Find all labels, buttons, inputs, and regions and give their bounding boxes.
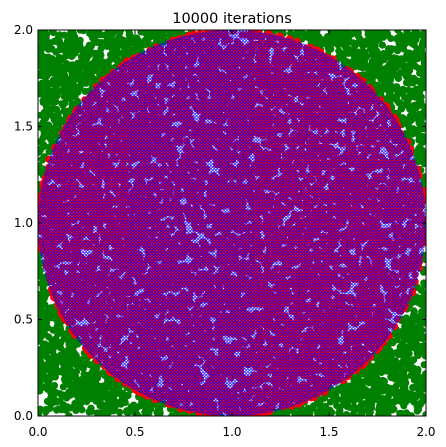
x-tick-label: 0.0 [28,425,47,439]
x-tick-label: 1.5 [319,425,338,439]
y-tick-label: 1.5 [14,120,33,134]
y-tick-label: 1.0 [14,216,33,230]
x-tick-label: 0.5 [125,425,144,439]
y-tick-label: 0.5 [14,313,33,327]
y-tick-label: 2.0 [14,23,33,37]
x-tick-label: 1.0 [222,425,241,439]
inside-point [35,27,429,419]
chart-title: 10000 iterations [172,11,292,27]
y-tick-label: 0.0 [14,409,33,423]
inside-points-layer [35,27,429,419]
x-tick-label: 2.0 [416,425,435,439]
